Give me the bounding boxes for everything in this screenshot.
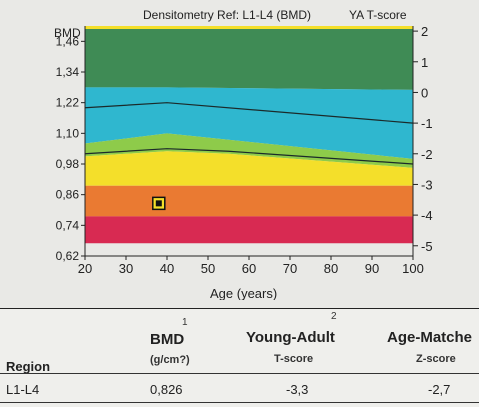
patient-points <box>152 196 166 211</box>
x-tick-label: 80 <box>324 261 338 276</box>
band-red <box>85 216 413 244</box>
t-score-value: -3,3 <box>286 382 309 397</box>
band-top-edge <box>85 26 413 29</box>
band-light-green <box>85 133 413 168</box>
chart-y2-axis-title: YA T-score <box>349 8 407 22</box>
y2-tick-label: -2 <box>421 147 433 162</box>
bmd-header: BMD <box>150 331 185 348</box>
chart-title: Densitometry Ref: L1-L4 (BMD) <box>143 8 311 22</box>
reference-curves <box>84 102 414 165</box>
header-divider <box>0 373 479 375</box>
x-tick-label: 50 <box>201 261 215 276</box>
y-tick-label: 0,86 <box>56 188 80 202</box>
band-yellow <box>85 151 413 186</box>
young-adult-footnote-number: 2 <box>331 311 337 322</box>
reference-curve-1 <box>84 148 414 165</box>
x-tick-label: 40 <box>160 261 174 276</box>
reference-bands <box>85 26 413 244</box>
y2-tick-label: 0 <box>421 85 428 100</box>
y-tick-label: 0,62 <box>56 249 80 263</box>
y-tick-label: 1,10 <box>56 126 80 140</box>
region-header: Region <box>6 359 51 374</box>
band-cyan <box>85 87 413 159</box>
y2-tick-label: 2 <box>421 24 428 39</box>
young-adult-header: Young-Adult <box>246 329 335 346</box>
y-tick-label: 1,34 <box>56 65 80 79</box>
bmd-footnote-number: 1 <box>182 317 188 328</box>
chart-x-axis-title: Age (years) <box>210 286 277 300</box>
y2-tick-label: -4 <box>421 208 433 223</box>
y2-tick-label: -5 <box>421 239 433 254</box>
bmd-unit-header: (g/cm?) <box>150 354 190 366</box>
x-tick-label: 30 <box>119 261 133 276</box>
y-tick-label: 0,98 <box>56 157 80 171</box>
z-score-header: Z-score <box>416 353 456 365</box>
x-tick-label: 100 <box>402 261 424 276</box>
results-table: 1 2 BMD Young-Adult Age-Matche (g/cm?) T… <box>0 308 479 407</box>
y2-tick-label: 1 <box>421 55 428 70</box>
t-score-header: T-score <box>274 353 314 365</box>
x-tick-label: 60 <box>242 261 256 276</box>
x-tick-label: 70 <box>283 261 297 276</box>
band-green <box>85 26 413 90</box>
chart-canvas: Densitometry Ref: L1-L4 (BMD) YA T-score… <box>54 8 433 301</box>
y-tick-label: 0,74 <box>56 218 80 232</box>
bmd-value: 0,826 <box>150 382 183 397</box>
y-tick-label: 1,46 <box>56 34 80 48</box>
patient-bmd-point-center <box>155 200 162 207</box>
z-score-value: -2,7 <box>428 382 451 397</box>
band-orange <box>85 185 413 217</box>
row-divider <box>0 402 479 404</box>
x-tick-label: 90 <box>365 261 379 276</box>
y-tick-label: 1,22 <box>56 96 80 110</box>
densitometry-chart: Densitometry Ref: L1-L4 (BMD) YA T-score… <box>54 8 433 301</box>
reference-curve-0 <box>84 102 414 124</box>
y2-tick-label: -3 <box>421 177 433 192</box>
x-tick-label: 20 <box>78 261 92 276</box>
region-value: L1-L4 <box>6 382 40 397</box>
chart-axes: 20 30 40 50 60 70 80 90 1000,620,740,860,981,101… <box>56 24 433 276</box>
y2-tick-label: -1 <box>421 116 433 131</box>
age-matched-header: Age-Matche <box>387 329 473 346</box>
